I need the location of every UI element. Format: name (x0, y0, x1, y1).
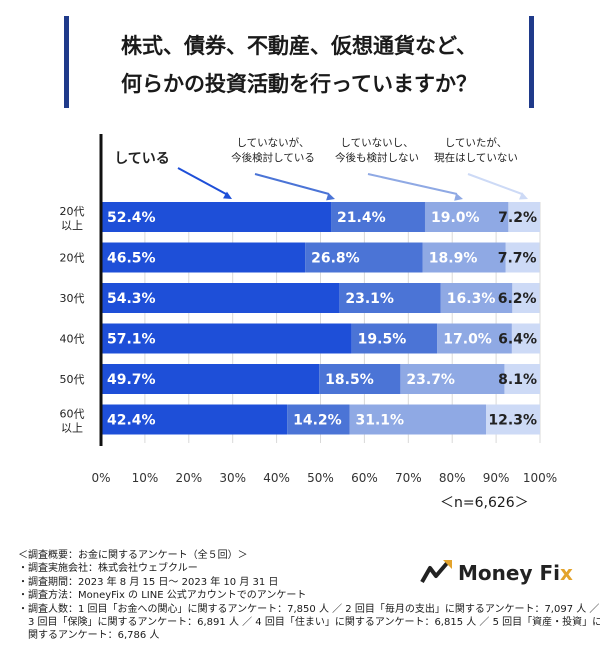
legend-arrow (254, 173, 330, 195)
bar-segment (101, 404, 288, 435)
bar-segment (508, 202, 540, 232)
bar-segment (101, 364, 320, 394)
legend-label: していないし、 (340, 137, 413, 149)
data-label: 18.5% (325, 372, 374, 388)
data-label: 6.4% (498, 332, 537, 348)
data-label: 23.7% (406, 372, 455, 388)
legend-label: 今後も検討しない (335, 151, 419, 164)
bar-segment (305, 242, 423, 273)
legend-label: している (114, 151, 170, 167)
note-line: ＜調査概要：お金に関するアンケート（全５回）＞ (18, 550, 248, 561)
bar-segment (319, 364, 401, 394)
note-line: 関するアンケート：6,786 人 (18, 630, 160, 642)
stacked-bar-chart: 0% 10% 20% 30% 40% 50% 60% 70% 80% 90% 100% している してい… (60, 134, 557, 485)
bar-segment (486, 404, 540, 435)
data-label: 42.4% (107, 413, 156, 429)
bar-segment (437, 323, 512, 354)
bar-segment (339, 283, 441, 313)
legend-arrowhead (223, 191, 232, 199)
data-label: 7.2% (498, 210, 537, 226)
logo-arrow-icon (420, 560, 452, 583)
note-line: ・調査人数：1 回目「お金への関心」に関するアンケート：7,850 人 ／ 2 … (18, 603, 600, 615)
title-line-1: 株式、債券、不動産、仮想通貨など、 (121, 34, 477, 58)
bar-segment (101, 323, 352, 354)
category-label: 以上 (61, 219, 83, 232)
data-label: 16.3% (447, 291, 496, 307)
data-label: 31.1% (355, 413, 404, 429)
bar-segment (351, 323, 438, 354)
x-tick-label: 60% (351, 471, 378, 485)
data-label: 26.8% (311, 251, 360, 267)
category-label: 30代 (60, 292, 85, 305)
x-tick-label: 0% (91, 471, 110, 485)
bar-segment (505, 242, 540, 273)
bar-segment (504, 364, 540, 394)
data-label: 21.4% (337, 210, 386, 226)
note-line: 3 回目「保険」に関するアンケート：6,891 人 ／ 4 回目「住まい」に関す… (18, 617, 600, 629)
category-label: 以上 (61, 422, 83, 435)
category-label: 20代 (60, 205, 85, 218)
data-label: 19.5% (358, 332, 407, 348)
data-label: 18.9% (429, 251, 478, 267)
legend-label: 今後検討している (231, 151, 315, 164)
note-line: ・調査期間：2023 年 8 月 15 日〜 2023 年 10 月 31 日 (18, 576, 279, 588)
logo-text: Money Fix (458, 561, 573, 585)
data-label: 14.2% (293, 413, 342, 429)
data-label: 57.1% (107, 332, 156, 348)
data-label: 6.2% (498, 291, 537, 307)
legend-arrow (367, 173, 458, 195)
note-line: ・調査実施会社：株式会社ウェブクルー (18, 563, 198, 575)
bar-segment (512, 283, 540, 313)
survey-notes: ＜調査概要：お金に関するアンケート（全５回）＞ ・調査実施会社：株式会社ウェブク… (18, 549, 600, 643)
legend-label: していないが、 (237, 136, 310, 149)
title-line-2: 何らかの投資活動を行っていますか？ (121, 72, 477, 96)
data-label: 49.7% (107, 372, 156, 388)
data-label: 8.1% (498, 372, 537, 388)
bar-segment (101, 242, 306, 273)
bar-segment (424, 202, 509, 232)
bar-segment (440, 283, 513, 313)
bar-segment (400, 364, 505, 394)
legend-arrowhead (519, 192, 528, 200)
bar-segment (101, 283, 340, 313)
bar-segment (331, 202, 425, 232)
bar-segment (349, 404, 487, 435)
data-label: 19.0% (431, 210, 480, 226)
legend-label: していたが、 (445, 136, 507, 149)
legend-arrow (467, 173, 523, 195)
x-tick-label: 80% (439, 471, 466, 485)
data-label: 54.3% (107, 291, 156, 307)
bar-segment (422, 242, 506, 273)
x-tick-label: 90% (483, 471, 510, 485)
x-tick-label: 10% (132, 471, 159, 485)
x-tick-label: 100% (523, 471, 557, 485)
moneyfix-logo: Money Fix (420, 558, 580, 588)
data-label: 17.0% (443, 332, 492, 348)
category-label: 20代 (60, 252, 85, 265)
legend-arrowhead (454, 193, 463, 201)
category-label: 40代 (60, 333, 85, 346)
x-tick-label: 20% (175, 471, 202, 485)
legend-label: 現在はしていない (434, 152, 518, 164)
data-label: 52.4% (107, 210, 156, 226)
x-tick-label: 40% (263, 471, 290, 485)
bar-segment (287, 404, 350, 435)
legend-arrowhead (326, 192, 335, 201)
data-label: 7.7% (498, 251, 537, 267)
legend-arrow (177, 167, 227, 195)
data-label: 23.1% (345, 291, 394, 307)
x-tick-label: 30% (219, 471, 246, 485)
data-label: 46.5% (107, 251, 156, 267)
category-label: 50代 (60, 373, 85, 386)
note-line: ・調査方法：MoneyFix の LINE 公式アカウントでのアンケート (18, 590, 307, 602)
x-tick-label: 70% (395, 471, 422, 485)
sample-size-label: ＜n=6,626＞ (440, 495, 529, 511)
data-label: 12.3% (488, 413, 537, 429)
x-tick-label: 50% (307, 471, 334, 485)
chart-title: 株式、債券、不動産、仮想通貨など、 何らかの投資活動を行っていますか？ (64, 16, 534, 108)
bar-segment (511, 323, 540, 354)
category-label: 60代 (60, 408, 85, 421)
bar-segment (101, 202, 332, 232)
